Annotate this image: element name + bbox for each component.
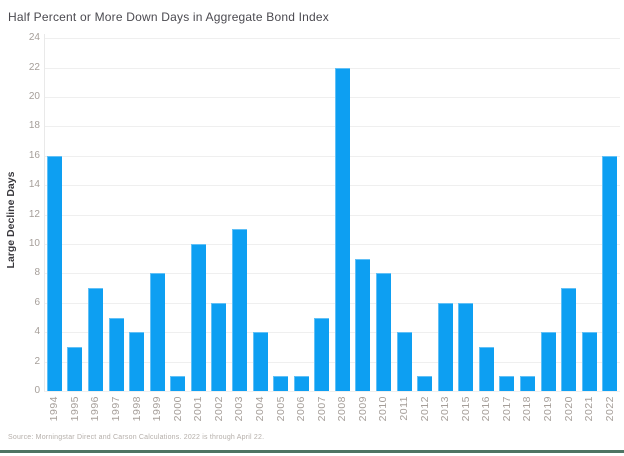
bar-1996[interactable] <box>87 288 103 391</box>
x-tick-label-2022: 2022 <box>603 396 616 422</box>
gridline <box>44 244 620 245</box>
x-tick-label-2011: 2011 <box>398 396 410 421</box>
bar-2009[interactable] <box>355 258 371 391</box>
y-tick-label: 18 <box>28 120 40 132</box>
y-tick-label: 24 <box>28 32 40 44</box>
x-tick-label-2020: 2020 <box>562 396 575 422</box>
gridline <box>44 185 620 187</box>
bar-1998[interactable] <box>129 332 145 391</box>
x-tick-label-2015: 2015 <box>459 396 472 422</box>
y-tick-label: 16 <box>28 149 40 161</box>
y-tick-label: 2 <box>34 355 40 367</box>
x-tick-label-2013: 2013 <box>439 396 452 422</box>
x-tick-label-2003: 2003 <box>233 396 246 422</box>
bar-2008[interactable] <box>334 67 350 391</box>
x-tick-label-2010: 2010 <box>377 396 390 422</box>
y-tick-label: 12 <box>28 208 40 220</box>
x-tick-label-2002: 2002 <box>212 396 225 422</box>
x-tick-label-2000: 2000 <box>171 396 184 422</box>
y-tick-label: 20 <box>28 91 40 102</box>
bar-2016[interactable] <box>478 346 494 391</box>
x-tick-label-2008: 2008 <box>336 396 349 422</box>
bar-1995[interactable] <box>67 346 83 391</box>
gridline <box>44 97 620 98</box>
bar-2006[interactable] <box>293 376 309 391</box>
x-tick-label-1998: 1998 <box>130 396 143 422</box>
bar-2013[interactable] <box>437 302 453 391</box>
bar-2002[interactable] <box>211 302 227 391</box>
x-tick-label-2021: 2021 <box>583 396 596 422</box>
x-tick-label-1994: 1994 <box>48 396 61 422</box>
gridline <box>44 67 620 69</box>
x-tick-label-2019: 2019 <box>542 396 554 422</box>
y-tick-label: 10 <box>28 238 40 249</box>
x-tick-label-1997: 1997 <box>110 396 122 422</box>
bar-2017[interactable] <box>499 376 515 391</box>
x-tick-label-2001: 2001 <box>192 396 205 422</box>
x-tick-label-1996: 1996 <box>89 396 102 422</box>
y-tick-label: 0 <box>34 385 40 396</box>
bar-2007[interactable] <box>314 317 330 391</box>
y-tick-label: 22 <box>28 61 40 73</box>
bar-2010[interactable] <box>375 273 391 391</box>
y-tick-label: 4 <box>34 326 40 338</box>
x-tick-label-2005: 2005 <box>274 396 287 422</box>
y-tick-label: 14 <box>28 179 40 191</box>
bar-2022[interactable] <box>602 155 618 391</box>
gridline <box>44 361 620 363</box>
bar-2004[interactable] <box>252 332 268 391</box>
x-tick-label-2004: 2004 <box>254 396 266 422</box>
bar-2001[interactable] <box>190 244 206 391</box>
gridline <box>44 391 620 392</box>
chart-title: Half Percent or More Down Days in Aggreg… <box>8 10 329 24</box>
x-tick-label-2007: 2007 <box>315 396 328 422</box>
x-tick-label-2016: 2016 <box>480 396 493 422</box>
y-tick-label: 6 <box>34 296 40 308</box>
x-tick-label-2018: 2018 <box>521 396 534 422</box>
gridline <box>44 273 620 275</box>
gridline <box>44 126 620 128</box>
y-tick-label: 8 <box>34 267 40 279</box>
footer-rule <box>0 450 624 453</box>
bar-2021[interactable] <box>581 332 597 391</box>
gridline <box>44 38 620 40</box>
source-note: Source: Morningstar Direct and Carson Ca… <box>8 434 265 441</box>
bar-2005[interactable] <box>273 376 289 391</box>
x-tick-label-1999: 1999 <box>151 396 164 422</box>
y-axis-line <box>44 34 45 391</box>
x-tick-label-2006: 2006 <box>295 396 308 422</box>
gridline <box>44 332 620 334</box>
bar-2019[interactable] <box>540 332 556 391</box>
x-tick-label-2017: 2017 <box>500 396 513 422</box>
bar-2011[interactable] <box>396 332 412 391</box>
gridline <box>44 302 620 304</box>
gridline <box>44 214 620 216</box>
x-tick-label-1995: 1995 <box>68 396 81 422</box>
bar-1997[interactable] <box>108 317 124 391</box>
x-tick-label-2009: 2009 <box>356 396 369 422</box>
bar-2012[interactable] <box>417 376 433 391</box>
bar-2000[interactable] <box>170 376 186 391</box>
bar-2020[interactable] <box>561 288 577 391</box>
bar-2018[interactable] <box>519 376 535 391</box>
bar-2015[interactable] <box>458 302 474 391</box>
bar-2003[interactable] <box>231 229 247 391</box>
bar-1994[interactable] <box>46 155 62 391</box>
gridline <box>44 155 620 157</box>
x-tick-label-2012: 2012 <box>418 396 431 422</box>
bar-1999[interactable] <box>149 273 165 391</box>
